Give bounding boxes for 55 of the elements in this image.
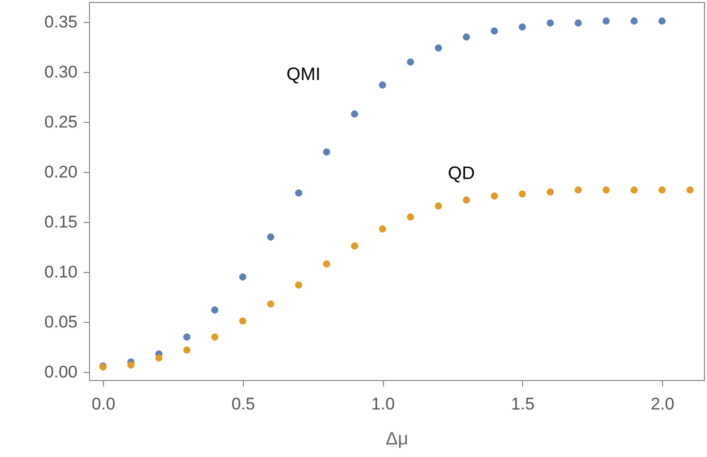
y-tick-label: 0.10 [44, 262, 78, 282]
y-tick-label: 0.00 [44, 362, 78, 382]
point [350, 242, 358, 250]
point [406, 58, 414, 66]
point [434, 44, 442, 52]
point [239, 273, 246, 281]
x-tick-label: 1.0 [371, 394, 395, 414]
point [630, 186, 638, 194]
point [574, 19, 582, 27]
x-axis-title: Δμ [386, 428, 408, 448]
point [462, 33, 470, 41]
point [546, 19, 554, 27]
point [546, 188, 554, 196]
point [295, 189, 302, 197]
point [350, 110, 358, 118]
point [518, 190, 526, 198]
point [378, 81, 386, 89]
point [518, 23, 526, 31]
point [239, 317, 246, 325]
series-label: QD [448, 163, 475, 183]
point [658, 186, 666, 194]
point [686, 186, 694, 194]
y-tick-label: 0.15 [44, 212, 78, 232]
y-tick-label: 0.20 [44, 162, 78, 182]
point [295, 281, 302, 289]
y-tick-label: 0.25 [44, 112, 78, 132]
point [211, 306, 218, 314]
point [462, 196, 470, 204]
x-tick-label: 2.0 [650, 394, 674, 414]
point [183, 333, 190, 341]
point [323, 148, 330, 156]
y-tick-label: 0.05 [44, 312, 78, 332]
y-tick-label: 0.30 [44, 62, 78, 82]
x-tick-label: 1.5 [510, 394, 535, 414]
point [434, 202, 442, 210]
point [490, 27, 498, 35]
x-tick-label: 0.5 [231, 394, 256, 414]
point [602, 17, 610, 25]
point [323, 260, 330, 268]
point [630, 17, 638, 25]
point [267, 233, 274, 241]
point [406, 213, 414, 221]
point [127, 361, 135, 369]
point [267, 300, 274, 308]
x-tick-label: 0.0 [92, 394, 116, 414]
y-tick-label: 0.35 [44, 12, 78, 32]
text: QMI [286, 64, 321, 84]
point [574, 186, 582, 194]
point [378, 225, 386, 233]
point [490, 192, 498, 200]
point [211, 333, 218, 341]
point [658, 17, 666, 25]
point [183, 346, 190, 354]
point [155, 354, 162, 362]
point [602, 186, 610, 194]
